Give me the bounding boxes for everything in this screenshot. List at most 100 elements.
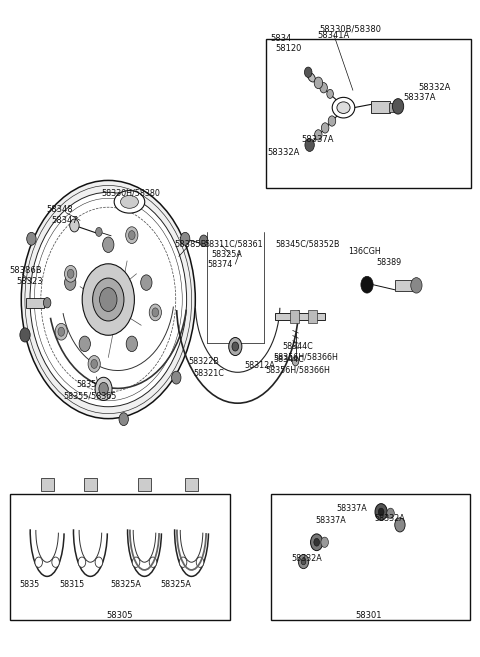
Text: 58312A: 58312A	[245, 361, 276, 370]
Bar	[138, 478, 151, 491]
Circle shape	[93, 278, 124, 321]
Circle shape	[132, 557, 140, 568]
Text: 58325A: 58325A	[110, 580, 142, 589]
Bar	[275, 313, 324, 320]
Circle shape	[99, 382, 108, 396]
Circle shape	[304, 67, 312, 78]
Circle shape	[152, 308, 158, 317]
Circle shape	[393, 99, 404, 114]
Text: 58301: 58301	[355, 610, 382, 620]
Bar	[10, 494, 229, 620]
Text: 58332A: 58332A	[419, 83, 451, 91]
Circle shape	[141, 275, 152, 290]
Circle shape	[228, 338, 242, 355]
Text: 58305: 58305	[107, 610, 133, 620]
Circle shape	[327, 89, 334, 99]
Circle shape	[27, 233, 36, 245]
Text: 58348: 58348	[46, 205, 73, 214]
Text: 58344C: 58344C	[282, 342, 313, 351]
Circle shape	[299, 555, 309, 569]
Circle shape	[305, 139, 314, 152]
Circle shape	[200, 235, 208, 246]
Circle shape	[314, 129, 322, 140]
Circle shape	[78, 557, 86, 568]
Circle shape	[328, 116, 336, 126]
Text: 58321C: 58321C	[193, 369, 224, 378]
Circle shape	[119, 413, 129, 426]
Circle shape	[88, 355, 100, 373]
Circle shape	[103, 237, 114, 252]
Ellipse shape	[337, 102, 350, 114]
Text: 58322B: 58322B	[188, 357, 219, 367]
Text: 58345C/58352B: 58345C/58352B	[275, 239, 340, 248]
Bar	[290, 310, 299, 323]
Circle shape	[292, 357, 299, 366]
Text: 58389: 58389	[376, 258, 402, 267]
Circle shape	[91, 359, 97, 369]
Circle shape	[58, 327, 64, 336]
Text: 58332A: 58332A	[267, 148, 300, 157]
Circle shape	[52, 557, 60, 568]
Circle shape	[43, 298, 51, 308]
Text: 58311C/58361: 58311C/58361	[204, 239, 264, 248]
Bar	[84, 478, 97, 491]
Text: 58355/58365: 58355/58365	[63, 392, 117, 401]
Circle shape	[311, 534, 323, 551]
Circle shape	[96, 227, 102, 237]
Circle shape	[411, 278, 422, 293]
Circle shape	[314, 538, 320, 546]
Circle shape	[55, 323, 67, 340]
Circle shape	[20, 328, 30, 342]
Bar	[395, 280, 415, 291]
Circle shape	[180, 557, 187, 568]
Text: 58337A: 58337A	[404, 93, 436, 102]
Circle shape	[361, 277, 373, 293]
Text: 58330B/58380: 58330B/58380	[320, 24, 382, 34]
Circle shape	[95, 377, 112, 401]
Circle shape	[171, 371, 181, 384]
Text: 58315: 58315	[59, 580, 84, 589]
Circle shape	[35, 557, 42, 568]
Circle shape	[180, 233, 190, 245]
Text: 58356H/58366H: 58356H/58366H	[273, 353, 338, 362]
Circle shape	[126, 227, 138, 244]
Circle shape	[395, 518, 405, 532]
Bar	[185, 478, 198, 491]
Circle shape	[95, 557, 103, 568]
Circle shape	[149, 557, 157, 568]
Circle shape	[232, 342, 239, 351]
Circle shape	[149, 304, 161, 321]
Text: 58347: 58347	[51, 216, 78, 225]
Ellipse shape	[120, 195, 138, 208]
Circle shape	[314, 77, 323, 89]
Bar	[266, 39, 471, 188]
Circle shape	[387, 508, 394, 518]
Bar	[389, 102, 396, 112]
Bar	[271, 494, 470, 620]
Text: 58337A: 58337A	[315, 516, 346, 525]
Circle shape	[322, 123, 329, 133]
Bar	[308, 310, 317, 323]
Circle shape	[301, 558, 306, 565]
Text: 58332A: 58332A	[374, 514, 405, 523]
Text: 58385B: 58385B	[174, 240, 207, 249]
Circle shape	[99, 288, 117, 311]
Circle shape	[82, 264, 134, 335]
Circle shape	[196, 557, 204, 568]
Text: 58344C: 58344C	[274, 355, 305, 364]
Text: 5835: 5835	[77, 380, 97, 389]
Circle shape	[64, 275, 76, 290]
Circle shape	[320, 83, 327, 93]
Text: 58337A: 58337A	[336, 505, 367, 513]
Text: 5835: 5835	[20, 580, 40, 589]
Ellipse shape	[308, 73, 315, 82]
Circle shape	[79, 336, 90, 351]
Ellipse shape	[114, 191, 145, 213]
Circle shape	[378, 508, 384, 516]
Text: 58325A: 58325A	[160, 580, 191, 589]
Circle shape	[321, 537, 328, 547]
Text: 5834: 5834	[271, 34, 292, 43]
Text: 58337A: 58337A	[301, 135, 334, 145]
Circle shape	[67, 269, 74, 279]
Ellipse shape	[332, 97, 355, 118]
